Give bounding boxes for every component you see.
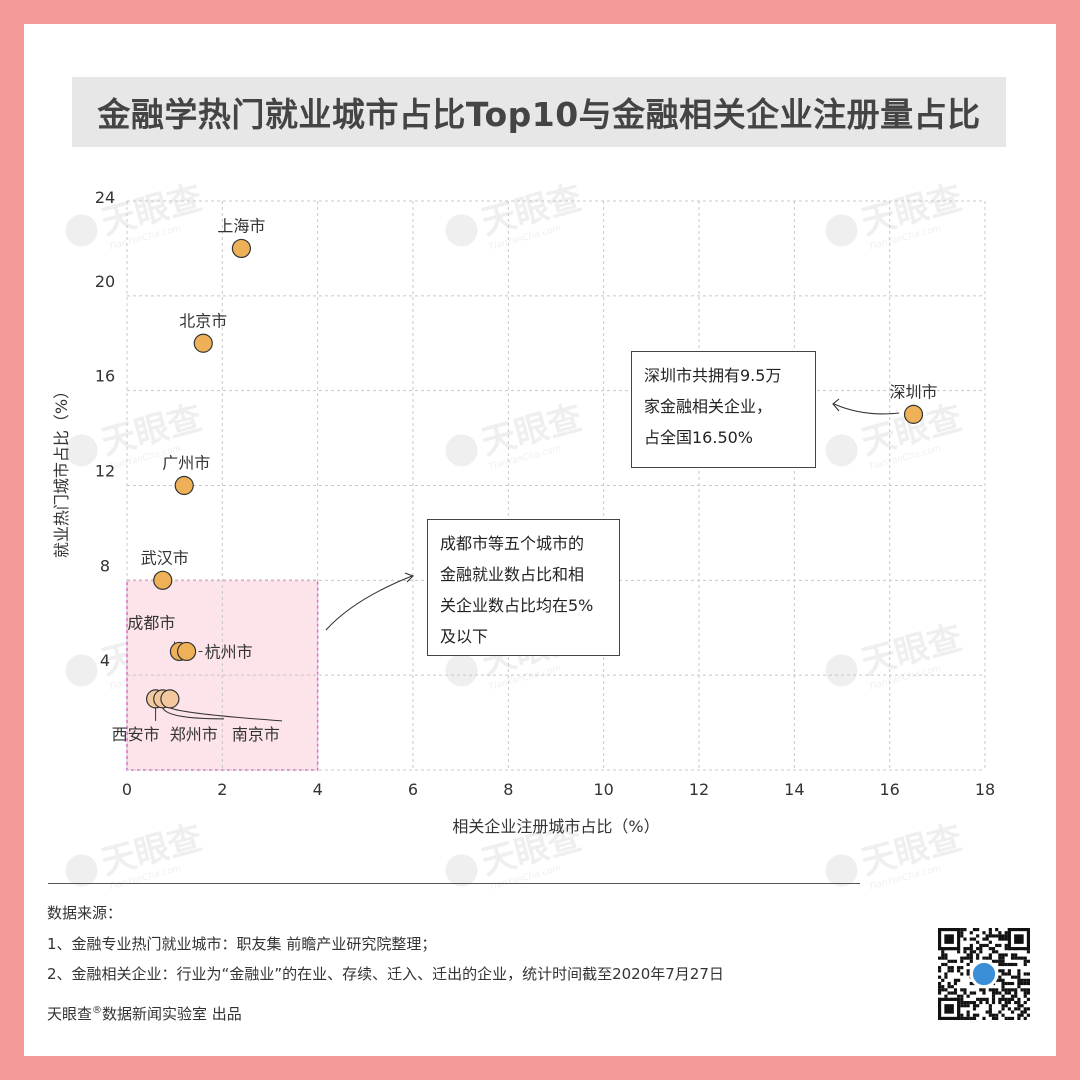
x-tick-label: 10 [593,780,613,799]
x-tick-label: 18 [975,780,995,799]
data-point [174,475,194,496]
credit-brand: 天眼查 [47,1005,93,1023]
point-label: 成都市 [127,613,175,632]
x-tick-label: 6 [408,780,418,799]
data-point [160,689,180,709]
data-point [903,404,924,424]
x-tick-label: 16 [879,780,899,799]
shenzhen-annotation: 深圳市共拥有9.5万 家金融相关企业， 占全国16.50% [631,351,816,468]
y-axis-title: 就业热门城市占比（%） [52,383,71,558]
title-bar: 金融学热门就业城市占比Top10与金融相关企业注册量占比 [72,77,1006,147]
y-tick-label: 12 [95,462,115,481]
point-label: 南京市 [232,725,280,744]
point-label: 广州市 [162,454,210,473]
leader-line [162,707,225,720]
credit-suffix: 数据新闻实验室 出品 [102,1005,242,1023]
arrow-head [404,572,414,583]
arrow-head [832,398,840,412]
x-tick-label: 0 [122,780,132,799]
five-cities-annotation: 成都市等五个城市的 金融就业数占比和相 关企业数占比均在5% 及以下 [427,519,620,656]
x-axis-title: 相关企业注册城市占比（%） [452,817,659,836]
infographic-card: 金融学热门就业城市占比Top10与金融相关企业注册量占比 天眼查 TianYanC… [24,24,1056,1056]
y-tick-label: 8 [100,556,110,575]
chart-title: 金融学热门就业城市占比Top10与金融相关企业注册量占比 [97,95,981,134]
x-tick-label: 14 [784,780,804,799]
annotation-arrow [325,575,413,631]
data-point [193,333,213,353]
credit-line: 天眼查®数据新闻实验室 出品 [47,1003,242,1024]
data-point [176,641,197,662]
qr-code-icon [938,928,1030,1020]
y-tick-label: 20 [95,272,115,291]
source-line-2: 2、金融相关企业：行业为“金融业”的在业、存续、迁入、迁出的企业，统计时间截至2… [47,965,724,983]
source-title: 数据来源： [47,904,123,922]
data-point [231,238,251,259]
x-tick-label: 4 [313,780,323,799]
point-label: 北京市 [179,311,227,330]
y-tick-label: 4 [100,651,110,670]
leader-line [169,707,283,722]
data-point [153,570,173,590]
registered-mark: ® [92,1005,103,1016]
point-label: 西安市 [112,725,160,744]
point-label: 郑州市 [170,725,218,744]
point-label: 武汉市 [141,548,189,567]
y-tick-label: 16 [95,367,115,386]
source-line-1: 1、金融专业热门就业城市：职友集 前瞻产业研究院整理； [47,935,437,953]
y-tick-label: 24 [95,188,115,207]
point-label: 上海市 [217,216,265,235]
x-tick-label: 2 [217,780,227,799]
x-tick-label: 12 [689,780,709,799]
x-tick-label: 8 [503,780,513,799]
point-label: 杭州市 [205,642,253,661]
annotation-arrow [833,403,900,415]
footer-divider [48,883,860,884]
point-label: 深圳市 [889,382,937,401]
